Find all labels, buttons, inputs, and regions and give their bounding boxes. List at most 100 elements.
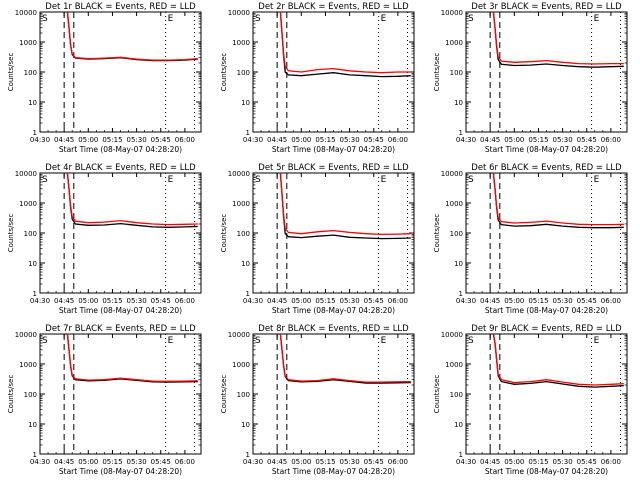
x-tick-label: 05:00: [504, 458, 524, 466]
x-tick-label: 06:00: [388, 136, 408, 144]
series-events-line: [279, 11, 411, 78]
y-tick-label: 10000: [441, 331, 463, 339]
chart-title: Det 7r BLACK = Events, RED = LLD: [45, 324, 196, 334]
x-tick-label: 05:30: [340, 297, 360, 305]
x-tick-label: 06:00: [175, 297, 195, 305]
x-tick-label: 05:45: [151, 136, 171, 144]
x-tick-label: 04:30: [456, 136, 476, 144]
x-axis-label: Start Time (08-May-07 04:28:20): [59, 467, 182, 476]
x-tick-label: 06:00: [601, 458, 621, 466]
y-tick-label: 10: [28, 260, 37, 268]
x-tick-label: 05:15: [315, 458, 335, 466]
y-tick-label: 1: [33, 290, 37, 298]
y-axis-label: Counts/sec: [433, 53, 441, 92]
panel-6: Det 6r BLACK = Events, RED = LLD Counts/s…: [433, 163, 628, 315]
series-lld-line: [492, 333, 624, 386]
y-tick-label: 10: [241, 99, 250, 107]
x-tick-label: 05:00: [504, 297, 524, 305]
y-tick-label: 1: [33, 129, 37, 137]
y-tick-label: 1000: [232, 39, 250, 47]
y-axis-label: Counts/sec: [220, 375, 228, 414]
x-tick-label: 06:00: [175, 458, 195, 466]
x-tick-label: 05:30: [127, 136, 147, 144]
y-tick-label: 100: [237, 391, 250, 399]
y-tick-label: 100: [24, 230, 37, 238]
x-tick-label: 05:00: [504, 136, 524, 144]
y-axis-label: Counts/sec: [7, 375, 15, 414]
start-marker-label: S: [468, 14, 474, 24]
y-tick-label: 10000: [228, 331, 250, 339]
series-events-line: [492, 172, 624, 229]
x-tick-label: 05:45: [577, 297, 597, 305]
x-tick-label: 06:00: [388, 297, 408, 305]
y-tick-label: 10000: [441, 170, 463, 178]
y-axis-label: Counts/sec: [433, 214, 441, 253]
x-tick-label: 06:00: [601, 297, 621, 305]
x-tick-label: 04:30: [243, 136, 263, 144]
x-tick-label: 04:30: [30, 458, 50, 466]
series-lld-line: [279, 333, 411, 383]
x-tick-label: 05:15: [528, 136, 548, 144]
panel-3: Det 3r BLACK = Events, RED = LLD Counts/s…: [433, 2, 628, 154]
y-tick-label: 100: [450, 69, 463, 77]
series-events-line: [66, 333, 198, 383]
series-events-line: [66, 11, 198, 62]
y-axis-label: Counts/sec: [433, 375, 441, 414]
x-tick-label: 06:00: [388, 458, 408, 466]
y-tick-label: 10000: [15, 331, 37, 339]
chart-title: Det 9r BLACK = Events, RED = LLD: [471, 324, 622, 334]
series-lld-line: [492, 11, 624, 65]
end-marker-label: E: [594, 175, 600, 185]
y-tick-label: 1000: [445, 39, 463, 47]
x-tick-label: 05:30: [340, 458, 360, 466]
y-tick-label: 10000: [15, 9, 37, 17]
end-marker-label: E: [168, 336, 174, 346]
x-tick-label: 04:30: [243, 458, 263, 466]
x-axis-label: Start Time (08-May-07 04:28:20): [59, 306, 182, 315]
chart-title: Det 2r BLACK = Events, RED = LLD: [258, 2, 409, 12]
start-marker-label: S: [255, 175, 261, 185]
x-tick-label: 05:45: [577, 458, 597, 466]
x-tick-label: 05:00: [291, 458, 311, 466]
y-tick-label: 1: [246, 451, 250, 459]
y-tick-label: 1000: [445, 200, 463, 208]
x-tick-label: 05:15: [528, 458, 548, 466]
series-events-line: [279, 172, 411, 240]
x-tick-label: 04:45: [480, 297, 500, 305]
end-marker-label: E: [381, 336, 387, 346]
x-tick-label: 04:30: [30, 297, 50, 305]
x-tick-label: 04:45: [54, 136, 74, 144]
y-tick-label: 10000: [228, 170, 250, 178]
y-tick-label: 1000: [19, 39, 37, 47]
x-tick-label: 05:45: [364, 136, 384, 144]
panel-1: Det 1r BLACK = Events, RED = LLD Counts/s…: [7, 2, 202, 154]
start-marker-label: S: [255, 14, 261, 24]
series-events-line: [492, 11, 624, 68]
start-marker-label: S: [468, 175, 474, 185]
x-tick-label: 04:30: [456, 458, 476, 466]
y-tick-label: 100: [237, 69, 250, 77]
y-tick-label: 10: [28, 99, 37, 107]
start-marker-label: S: [42, 175, 48, 185]
x-tick-label: 05:30: [127, 458, 147, 466]
x-tick-label: 06:00: [175, 136, 195, 144]
x-tick-label: 05:30: [340, 136, 360, 144]
x-axis-label: Start Time (08-May-07 04:28:20): [272, 467, 395, 476]
series-lld-line: [66, 333, 198, 382]
start-marker-label: S: [468, 336, 474, 346]
x-axis-label: Start Time (08-May-07 04:28:20): [485, 467, 608, 476]
end-marker-label: E: [594, 14, 600, 24]
x-tick-label: 04:45: [267, 297, 287, 305]
x-axis-label: Start Time (08-May-07 04:28:20): [485, 306, 608, 315]
x-tick-label: 05:45: [364, 458, 384, 466]
y-tick-label: 10: [454, 421, 463, 429]
y-tick-label: 1: [33, 451, 37, 459]
chart-title: Det 6r BLACK = Events, RED = LLD: [471, 163, 622, 173]
x-tick-label: 05:15: [315, 136, 335, 144]
x-axis-label: Start Time (08-May-07 04:28:20): [485, 145, 608, 154]
y-tick-label: 1: [459, 290, 463, 298]
y-tick-label: 1000: [232, 200, 250, 208]
chart-title: Det 1r BLACK = Events, RED = LLD: [45, 2, 196, 12]
x-axis-label: Start Time (08-May-07 04:28:20): [272, 145, 395, 154]
x-tick-label: 04:45: [480, 136, 500, 144]
